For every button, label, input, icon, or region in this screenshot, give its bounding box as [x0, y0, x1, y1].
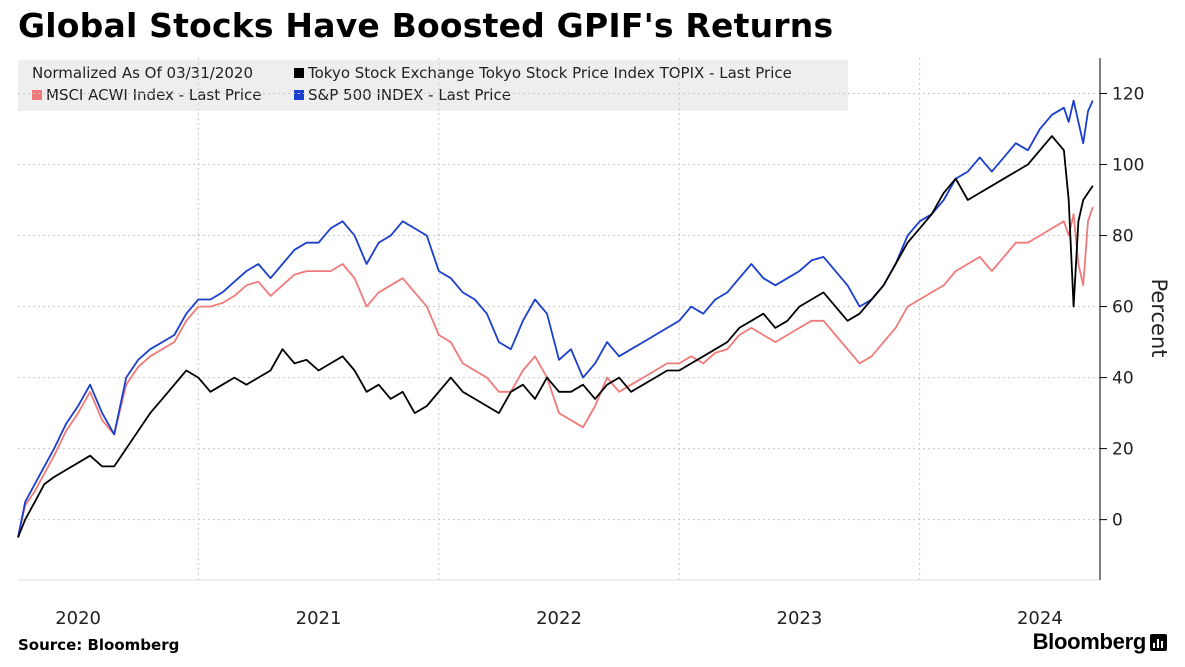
brand-logo: Bloomberg: [1033, 629, 1167, 655]
y-tick-label: 60: [1112, 298, 1134, 318]
series-line-sp500: [17, 99, 1094, 538]
y-axis-title: Percent: [1147, 278, 1171, 357]
legend: Normalized As Of 03/31/2020 Tokyo Stock …: [18, 60, 848, 111]
y-tick-label: 100: [1112, 156, 1144, 176]
x-year-label: 2022: [536, 608, 582, 629]
x-year-label: 2024: [1017, 608, 1063, 629]
y-tick-label: 20: [1112, 440, 1134, 460]
source-note: Source: Bloomberg: [18, 636, 180, 654]
bar-chart-icon: [1150, 634, 1167, 651]
y-tick-label: 120: [1112, 85, 1144, 105]
x-year-label: 2023: [777, 608, 823, 629]
y-tick-label: 0: [1112, 511, 1123, 531]
brand-name: Bloomberg: [1032, 629, 1147, 654]
legend-swatch-sp500: [294, 90, 304, 100]
legend-label-topix: Tokyo Stock Exchange Tokyo Stock Price I…: [308, 64, 792, 82]
legend-item-sp500: S&P 500 INDEX - Last Price: [294, 86, 511, 104]
legend-label-sp500: S&P 500 INDEX - Last Price: [308, 86, 511, 104]
x-year-label: 2020: [55, 608, 101, 629]
series-line-topix: [17, 135, 1094, 538]
legend-item-topix: Tokyo Stock Exchange Tokyo Stock Price I…: [294, 64, 792, 82]
legend-label-msci: MSCI ACWI Index - Last Price: [46, 86, 262, 104]
chart-title: Global Stocks Have Boosted GPIF's Return…: [18, 6, 834, 45]
x-year-label: 2021: [296, 608, 342, 629]
y-tick-label: 40: [1112, 369, 1134, 389]
legend-note: Normalized As Of 03/31/2020: [32, 64, 253, 82]
legend-swatch-msci: [32, 90, 42, 100]
legend-swatch-topix: [294, 68, 304, 78]
legend-item-msci: MSCI ACWI Index - Last Price: [32, 86, 261, 104]
series-line-msci: [17, 206, 1094, 538]
y-tick-label: 80: [1112, 227, 1134, 247]
